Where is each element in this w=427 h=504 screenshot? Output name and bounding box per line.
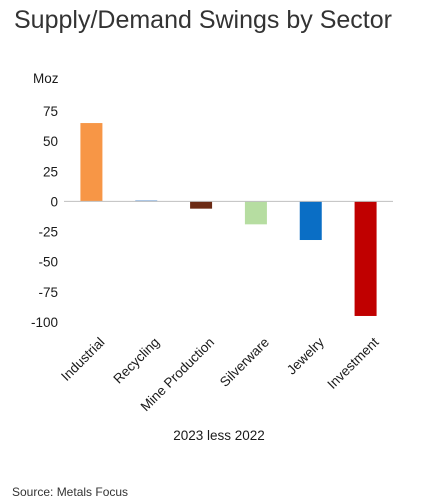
x-axis-label: 2023 less 2022 xyxy=(173,428,265,443)
y-axis-ticks: 75 50 25 0 -25 -50 -75 -100 xyxy=(31,104,58,330)
chart-title: Supply/Demand Swings by Sector xyxy=(14,6,392,34)
bar xyxy=(354,201,377,316)
y-tick-label: 75 xyxy=(43,104,58,119)
y-tick-label: 25 xyxy=(43,164,58,179)
category-label: Industrial xyxy=(58,335,107,384)
bar xyxy=(190,201,213,209)
y-tick-label: -75 xyxy=(38,285,58,300)
category-label: Recycling xyxy=(110,335,162,387)
bars xyxy=(80,123,377,316)
y-axis-unit-label: Moz xyxy=(33,71,59,86)
y-tick-label: 0 xyxy=(50,194,58,209)
category-label: Silverware xyxy=(217,335,272,390)
y-tick-label: -25 xyxy=(38,225,58,240)
bar xyxy=(299,201,322,241)
bar xyxy=(80,123,103,202)
y-tick-label: -100 xyxy=(31,315,58,330)
source-note: Source: Metals Focus xyxy=(12,485,129,499)
y-tick-label: 50 xyxy=(43,134,58,149)
category-label: Investment xyxy=(324,334,381,391)
category-label: Jewelry xyxy=(284,334,327,377)
bar xyxy=(244,201,267,225)
y-tick-label: -50 xyxy=(38,255,58,270)
